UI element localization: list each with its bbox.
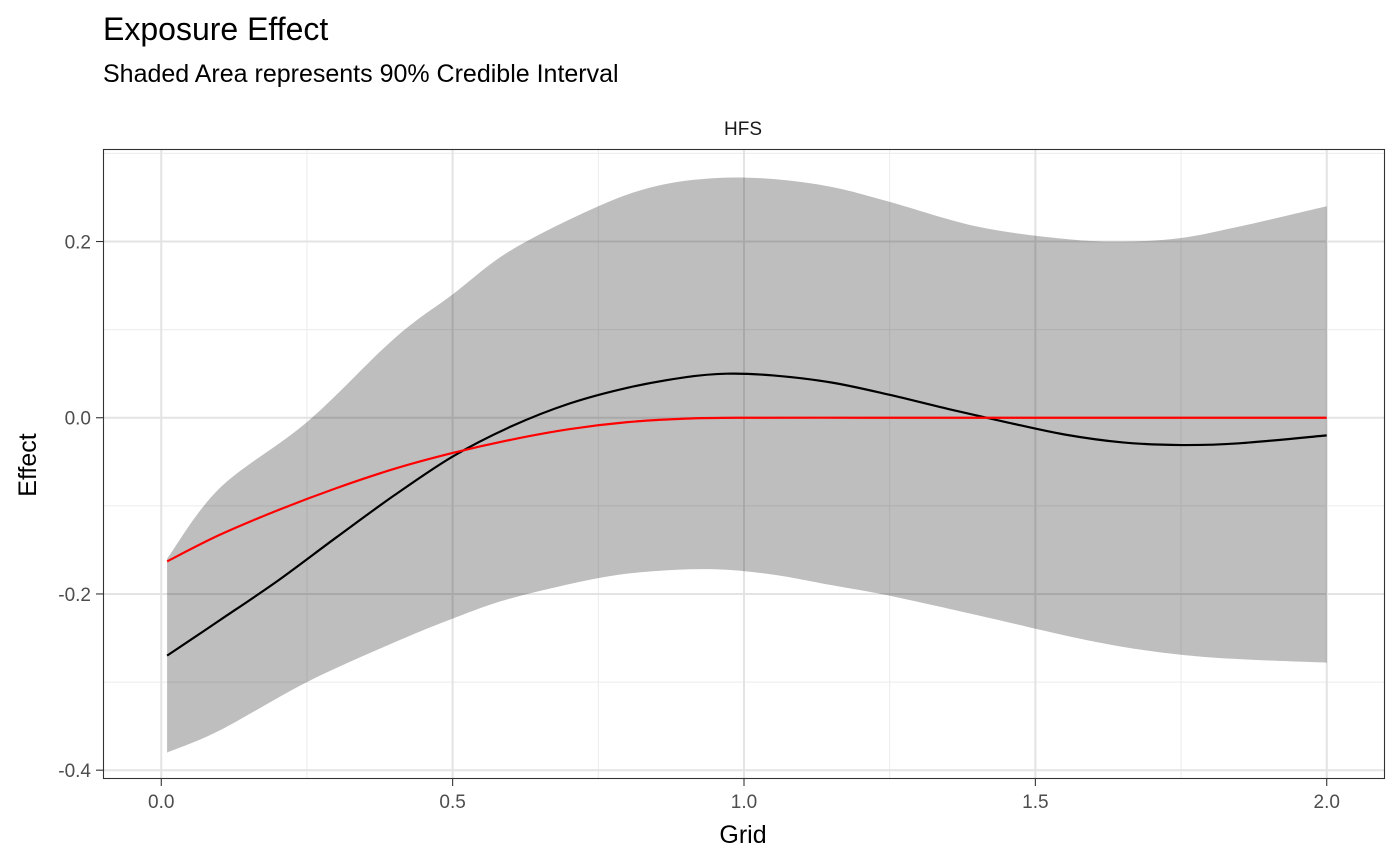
x-tick-label: 2.0 [1314, 792, 1340, 813]
y-axis-ticks: -0.4 -0.2 0.0 0.2 [58, 233, 103, 782]
y-tick-label: 0.2 [65, 233, 91, 254]
x-axis-title: Grid [719, 821, 766, 849]
chart-subtitle: Shaded Area represents 90% Credible Inte… [103, 60, 619, 88]
x-tick-label: 0.0 [148, 792, 174, 813]
y-tick-label: 0.0 [65, 409, 91, 430]
credible-interval-band [167, 177, 1327, 753]
y-axis-title: Effect [14, 433, 42, 497]
plot-panel-border [102, 148, 1386, 780]
facet-strip-label: HFS [724, 119, 762, 140]
series-truth-line [166, 416, 1327, 563]
x-tick-label: 0.5 [439, 792, 465, 813]
chart-title: Exposure Effect [103, 11, 328, 47]
x-tick-label: 1.0 [731, 792, 757, 813]
y-tick-label: -0.4 [58, 761, 91, 782]
x-axis-ticks: 0.0 0.5 1.0 1.5 2.0 [148, 779, 1340, 813]
y-tick-label: -0.2 [58, 585, 91, 606]
x-tick-label: 1.5 [1022, 792, 1048, 813]
series-estimate-line [166, 372, 1327, 657]
